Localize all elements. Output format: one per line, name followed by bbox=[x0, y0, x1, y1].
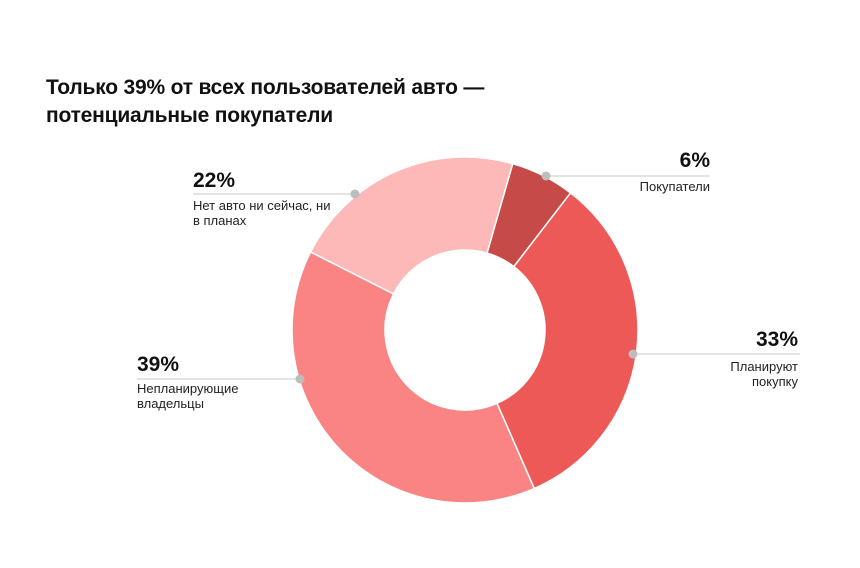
data-label-net-avto: Нет авто ни сейчас, ни в планах bbox=[193, 198, 331, 228]
donut-slice bbox=[291, 250, 536, 504]
chart-title: Только 39% от всех пользователей авто — … bbox=[46, 76, 485, 127]
donut-slice bbox=[496, 191, 639, 490]
data-label-value-pokupateli: 6% bbox=[679, 149, 710, 172]
data-label-pokupateli: Покупатели bbox=[639, 179, 710, 194]
donut-slice bbox=[309, 156, 514, 295]
leader-dot bbox=[350, 189, 360, 199]
leader-dot bbox=[295, 374, 305, 384]
leader-dot bbox=[628, 349, 638, 359]
data-label-value-neplaniruyushchie: 39% bbox=[137, 353, 180, 376]
data-label-neplaniruyushchie: Непланирующие владельцы bbox=[137, 381, 239, 411]
data-label-value-net-avto: 22% bbox=[193, 169, 236, 192]
data-label-planiruyut: Планируют покупку bbox=[730, 359, 798, 389]
data-label-value-planiruyut: 33% bbox=[755, 328, 798, 351]
leader-dot bbox=[541, 171, 551, 181]
